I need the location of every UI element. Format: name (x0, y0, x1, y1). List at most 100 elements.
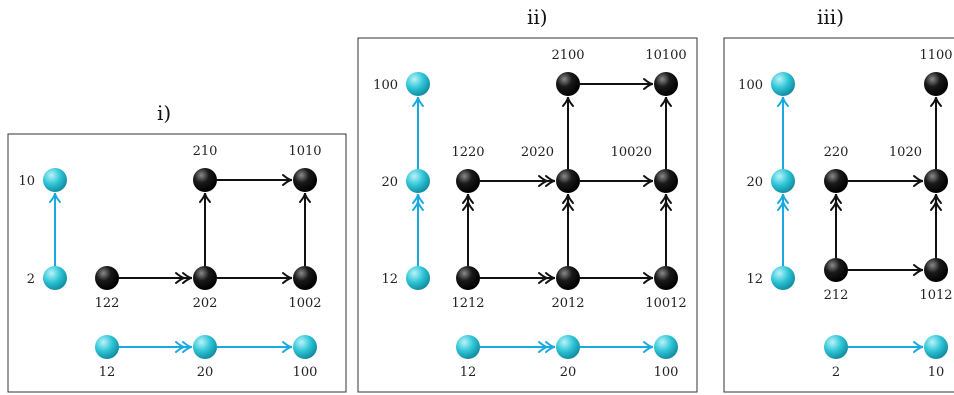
cyan-node-ball (924, 335, 948, 359)
node-c20b: 20 (556, 335, 580, 380)
panel-i-edges (49, 174, 311, 353)
arrowhead (562, 200, 574, 211)
node-label: 10 (18, 174, 35, 189)
node-label: 2 (27, 272, 35, 287)
panel-iii: iii) 100 20 12 1100 220 1020 212 1012 2 10 (723, 5, 954, 393)
node-label: 1100 (919, 48, 952, 63)
node-label: 100 (293, 365, 318, 380)
node-b1020: 1020 (889, 145, 948, 193)
edge-b212-b220 (830, 193, 842, 258)
node-label: 10012 (645, 296, 686, 311)
node-label: 2020 (521, 145, 554, 160)
black-node-ball (456, 169, 480, 193)
node-c20: 20 (746, 169, 795, 193)
edge-c2-c10 (49, 192, 61, 266)
cyan-node-ball (771, 266, 795, 290)
edge-b1212-b1220 (462, 193, 474, 266)
node-b212: 212 (824, 258, 848, 303)
arrowhead (930, 200, 942, 211)
arrowhead (660, 200, 672, 211)
cyan-node-ball (456, 335, 480, 359)
black-node-ball (193, 168, 217, 192)
arrowhead (462, 200, 474, 211)
node-label: 12 (746, 272, 763, 287)
arrowhead (412, 96, 424, 107)
arrowhead (930, 96, 942, 107)
arrowhead (913, 264, 924, 276)
arrowhead (643, 175, 654, 187)
arrowhead (643, 272, 654, 284)
node-label: 20 (746, 175, 763, 190)
black-node-ball (924, 169, 948, 193)
panel-iii-title: iii) (817, 5, 844, 29)
panel-iii-nodes: 100 20 12 1100 220 1020 212 1012 2 10 (738, 48, 952, 380)
edge-c12-c20 (119, 341, 193, 353)
black-node-ball (824, 258, 848, 282)
node-label: 220 (824, 145, 849, 160)
black-node-ball (924, 258, 948, 282)
node-label: 1020 (889, 145, 922, 160)
arrowhead (282, 174, 293, 186)
node-b10012: 10012 (645, 266, 687, 311)
edge-b2012-b10012 (580, 272, 654, 284)
node-label: 100 (654, 365, 679, 380)
node-b1010: 1010 (288, 144, 322, 192)
black-node-ball (293, 168, 317, 192)
panel-i-title: i) (157, 101, 171, 125)
arrowhead (830, 200, 842, 211)
edge-b2020-b10020 (580, 175, 654, 187)
arrowhead (545, 341, 556, 353)
node-label: 12 (381, 272, 398, 287)
cyan-node-ball (43, 168, 67, 192)
node-label: 10020 (611, 145, 652, 160)
black-node-ball (456, 266, 480, 290)
cyan-node-ball (43, 266, 67, 290)
arrowhead (777, 200, 789, 211)
edge-b1002-b1010 (299, 192, 311, 266)
node-label: 1002 (288, 296, 321, 311)
node-label: 1010 (288, 144, 321, 159)
arrowhead (175, 341, 186, 353)
edge-b2012-b2020 (562, 193, 574, 266)
arrowhead (930, 193, 942, 204)
node-b10100: 10100 (645, 48, 687, 96)
node-c20: 20 (381, 169, 430, 193)
cyan-node-ball (406, 266, 430, 290)
edge-c20-c100 (217, 341, 293, 353)
cyan-node-ball (771, 72, 795, 96)
black-node-ball (556, 266, 580, 290)
arrowhead (412, 193, 424, 204)
node-c100b: 100 (654, 335, 679, 380)
black-node-ball (293, 266, 317, 290)
node-b1002: 1002 (288, 266, 322, 311)
black-node-ball (193, 266, 217, 290)
cyan-node-ball (293, 335, 317, 359)
arrowhead (182, 341, 193, 353)
node-c10: 10 (924, 335, 948, 380)
node-label: 2100 (551, 48, 584, 63)
edge-c12-c20 (777, 193, 789, 266)
panel-iii-frame (723, 37, 954, 393)
edge-c2-c10 (848, 341, 924, 353)
arrowhead (299, 192, 311, 203)
node-label: 1012 (919, 288, 952, 303)
arrowhead (49, 192, 61, 203)
node-b1220: 1220 (451, 145, 485, 193)
node-c12: 12 (381, 266, 430, 290)
node-c100: 100 (293, 335, 318, 380)
edge-b2020-b2100 (562, 96, 574, 169)
arrowhead (538, 175, 549, 187)
arrowhead (412, 200, 424, 211)
node-b2100: 2100 (551, 48, 585, 96)
arrowhead (562, 96, 574, 107)
arrowhead (545, 175, 556, 187)
edge-b10020-b10100 (660, 96, 672, 169)
panel-i: i) 10 2 210 1010 122 202 1002 12 20 100 (7, 101, 347, 393)
black-node-ball (95, 266, 119, 290)
node-label: 1212 (451, 296, 484, 311)
arrowhead (830, 193, 842, 204)
node-c12: 12 (746, 266, 795, 290)
node-b2020: 2020 (521, 145, 580, 193)
node-label: 20 (381, 175, 398, 190)
